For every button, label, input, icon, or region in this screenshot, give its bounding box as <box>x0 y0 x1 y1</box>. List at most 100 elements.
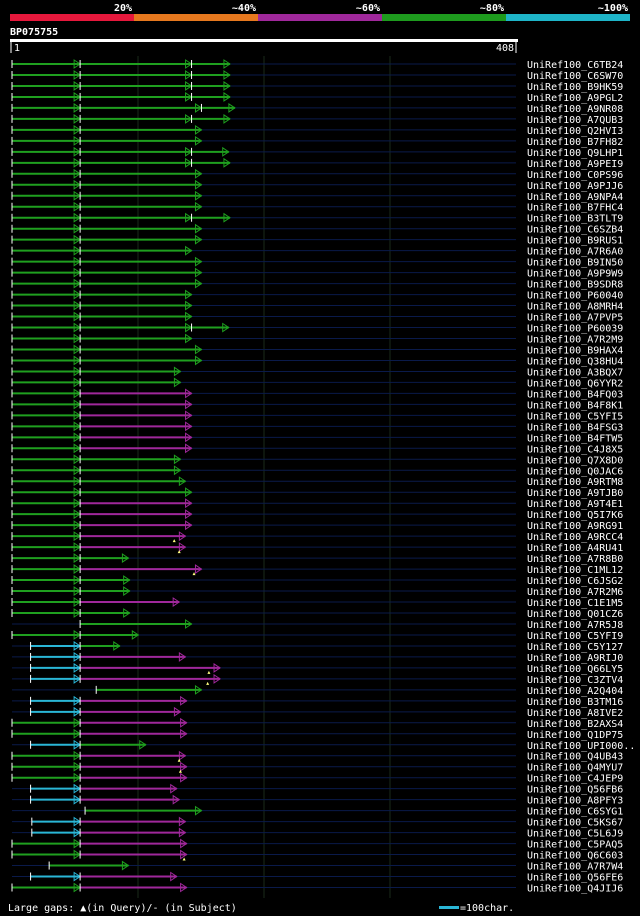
hit-row[interactable]: UniRef100_A7R5J8 <box>12 619 623 631</box>
hit-label[interactable]: UniRef100_P60039 <box>527 324 623 335</box>
hit-label[interactable]: UniRef100_B9IN50 <box>527 258 623 269</box>
hit-row[interactable]: UniRef100_Q56FB6 <box>12 783 623 796</box>
hit-label[interactable]: UniRef100_C6SW70 <box>527 71 623 82</box>
hit-label[interactable]: UniRef100_Q6YYR2 <box>527 378 623 389</box>
hit-label[interactable]: UniRef100_UPI000.. <box>527 741 635 752</box>
hit-label[interactable]: UniRef100_Q56FB6 <box>527 785 623 796</box>
hit-row[interactable]: UniRef100_B4FQ03 <box>11 388 623 400</box>
hit-row[interactable]: UniRef100_A9RG91 <box>11 520 623 532</box>
hit-row[interactable]: UniRef100_B3TM16 <box>12 695 623 708</box>
hit-row[interactable]: UniRef100_A8MRH4 <box>11 300 623 313</box>
hit-label[interactable]: UniRef100_B2AXS4 <box>527 719 623 730</box>
hit-label[interactable]: UniRef100_C5L6J9 <box>527 829 623 840</box>
hit-label[interactable]: UniRef100_B3TM16 <box>527 697 623 708</box>
hit-row[interactable]: UniRef100_C6JSG2 <box>11 575 623 587</box>
hit-row[interactable]: UniRef100_A4RU41 <box>11 542 623 554</box>
hit-label[interactable]: UniRef100_B3TLT9 <box>527 214 623 225</box>
hit-label[interactable]: UniRef100_P60040 <box>527 291 623 302</box>
hit-row[interactable]: UniRef100_Q6C603 <box>11 849 623 862</box>
hit-row[interactable]: UniRef100_B4FTW5 <box>11 432 623 444</box>
hit-row[interactable]: UniRef100_Q5I7K6 <box>11 509 623 521</box>
hit-row[interactable]: UniRef100_A7R2M9 <box>11 333 623 346</box>
hit-label[interactable]: UniRef100_C5PAQ5 <box>527 840 623 851</box>
hit-label[interactable]: UniRef100_B9SDR8 <box>527 280 623 291</box>
hit-row[interactable]: UniRef100_A9RIJ0 <box>12 651 623 664</box>
hit-row[interactable]: UniRef100_A9RTM8 <box>11 476 623 488</box>
hit-label[interactable]: UniRef100_A7R8B0 <box>527 554 623 565</box>
hit-label[interactable]: UniRef100_A8IVE2 <box>527 708 623 719</box>
hit-label[interactable]: UniRef100_C6SZB4 <box>527 225 623 236</box>
hit-row[interactable]: UniRef100_Q01CZ6 <box>11 608 623 620</box>
hit-row[interactable]: UniRef100_B9HK59 <box>11 81 623 93</box>
hit-row[interactable]: UniRef100_A9P9W9 <box>11 267 623 280</box>
hit-row[interactable]: UniRef100_Q4UB43 <box>11 750 623 763</box>
hit-row[interactable]: UniRef100_Q4MYU7 <box>11 761 623 774</box>
hit-row[interactable]: UniRef100_Q66LY5 <box>12 662 623 675</box>
hit-row[interactable]: UniRef100_C5L6J9 <box>12 827 623 840</box>
hit-label[interactable]: UniRef100_Q9LHP1 <box>527 148 623 159</box>
hit-label[interactable]: UniRef100_C4J8X5 <box>527 444 623 455</box>
hit-row[interactable]: UniRef100_A7R7W4 <box>12 860 623 873</box>
hit-row[interactable]: UniRef100_B2AXS4 <box>11 717 623 730</box>
hit-label[interactable]: UniRef100_C1E1M5 <box>527 598 623 609</box>
hit-row[interactable]: UniRef100_C6SW70 <box>11 70 623 82</box>
hit-row[interactable]: UniRef100_Q7X8D0 <box>11 454 623 466</box>
hit-label[interactable]: UniRef100_A7QUB3 <box>527 115 623 126</box>
hit-row[interactable]: UniRef100_A8IVE2 <box>12 706 623 719</box>
hit-row[interactable]: UniRef100_A8PFY3 <box>12 794 623 807</box>
hit-row[interactable]: UniRef100_A9RCC4 <box>11 531 623 543</box>
hit-row[interactable]: UniRef100_B9RUS1 <box>11 234 623 247</box>
hit-label[interactable]: UniRef100_A8MRH4 <box>527 302 623 313</box>
hit-row[interactable]: UniRef100_Q6YYR2 <box>11 377 623 389</box>
hit-label[interactable]: UniRef100_A4RU41 <box>527 543 623 554</box>
hit-row[interactable]: UniRef100_A9PJJ6 <box>11 179 623 192</box>
hit-row[interactable]: UniRef100_B3TLT9 <box>11 212 623 225</box>
hit-row[interactable]: UniRef100_UPI000.. <box>12 739 635 752</box>
hit-label[interactable]: UniRef100_Q5I7K6 <box>527 510 623 521</box>
hit-row[interactable]: UniRef100_A9TJB0 <box>11 487 623 499</box>
hit-label[interactable]: UniRef100_A7R2M6 <box>527 587 623 598</box>
hit-label[interactable]: UniRef100_Q56FE6 <box>527 873 623 884</box>
hit-row[interactable]: UniRef100_B4F8K1 <box>11 399 623 411</box>
hit-label[interactable]: UniRef100_A7PVP5 <box>527 313 623 324</box>
hit-row[interactable]: UniRef100_Q1DP75 <box>11 728 623 741</box>
hit-label[interactable]: UniRef100_C5Y127 <box>527 642 623 653</box>
hit-label[interactable]: UniRef100_B9HK59 <box>527 82 623 93</box>
hit-row[interactable]: UniRef100_C3ZTV4 <box>12 673 623 686</box>
hit-row[interactable]: UniRef100_C6SYG1 <box>12 805 623 818</box>
hit-label[interactable]: UniRef100_B9RUS1 <box>527 236 623 247</box>
hit-row[interactable]: UniRef100_P60040 <box>11 289 623 302</box>
hit-label[interactable]: UniRef100_A9PEI9 <box>527 159 623 170</box>
hit-row[interactable]: UniRef100_C5KS67 <box>12 816 623 829</box>
hit-row[interactable]: UniRef100_A7PVP5 <box>11 311 623 324</box>
hit-row[interactable]: UniRef100_C5YFI9 <box>11 630 623 642</box>
hit-row[interactable]: UniRef100_C6SZB4 <box>11 223 623 236</box>
hit-label[interactable]: UniRef100_C1ML12 <box>527 565 623 576</box>
hit-row[interactable]: UniRef100_A7R8B0 <box>11 553 623 565</box>
hit-label[interactable]: UniRef100_B4FSG3 <box>527 422 623 433</box>
hit-row[interactable]: UniRef100_A9NPA4 <box>11 190 623 203</box>
hit-row[interactable]: UniRef100_A7QUB3 <box>11 113 623 126</box>
hit-label[interactable]: UniRef100_A9NPA4 <box>527 192 623 203</box>
hit-label[interactable]: UniRef100_A9PGL2 <box>527 93 623 104</box>
hit-label[interactable]: UniRef100_C6SYG1 <box>527 807 623 818</box>
hit-label[interactable]: UniRef100_B9HAX4 <box>527 345 623 356</box>
hit-label[interactable]: UniRef100_A9RTM8 <box>527 477 623 488</box>
hit-row[interactable]: UniRef100_Q4JIJ6 <box>11 882 623 895</box>
hit-label[interactable]: UniRef100_C5YFI9 <box>527 631 623 642</box>
hit-label[interactable]: UniRef100_C4JEP9 <box>527 774 623 785</box>
hit-label[interactable]: UniRef100_Q38HU4 <box>527 356 623 367</box>
hit-row[interactable]: UniRef100_C1E1M5 <box>11 597 623 609</box>
hit-row[interactable]: UniRef100_Q2HVI3 <box>11 124 623 137</box>
hit-label[interactable]: UniRef100_A8PFY3 <box>527 796 623 807</box>
hit-row[interactable]: UniRef100_C6TB24 <box>11 59 623 71</box>
hit-label[interactable]: UniRef100_B4FQ03 <box>527 389 623 400</box>
hit-row[interactable]: UniRef100_C5YFI5 <box>11 410 623 422</box>
hit-row[interactable]: UniRef100_C4JEP9 <box>11 772 623 785</box>
hit-label[interactable]: UniRef100_A9PJJ6 <box>527 181 623 192</box>
hit-row[interactable]: UniRef100_Q0JAC6 <box>11 465 623 477</box>
hit-row[interactable]: UniRef100_P60039 <box>11 322 623 335</box>
hit-row[interactable]: UniRef100_A9T4E1 <box>11 498 623 510</box>
hit-label[interactable]: UniRef100_Q01CZ6 <box>527 609 623 620</box>
hit-row[interactable]: UniRef100_B7FH82 <box>11 135 623 148</box>
